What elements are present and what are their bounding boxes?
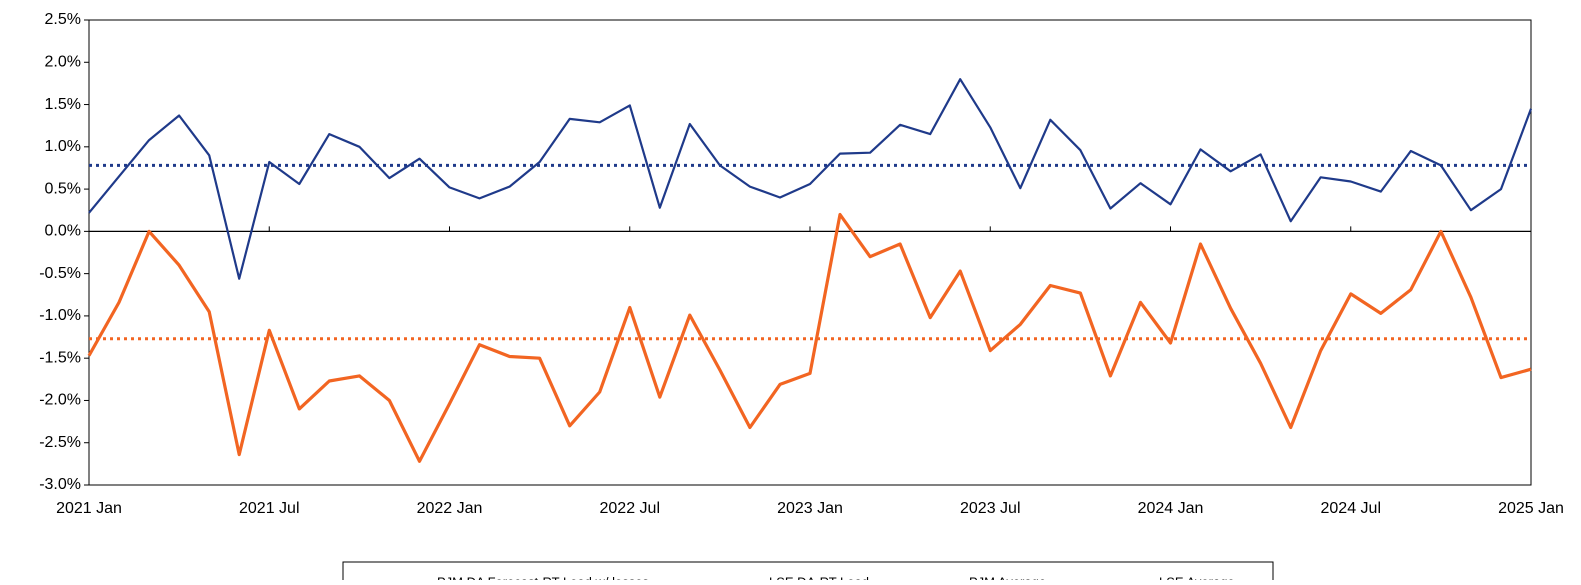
- x-tick-label: 2021 Jan: [56, 500, 122, 517]
- y-tick-label: -2.5%: [39, 434, 81, 451]
- y-tick-label: -2.0%: [39, 392, 81, 409]
- data-line: [87, 212, 1532, 463]
- x-tick-label: 2023 Jan: [777, 500, 843, 517]
- legend-text: PJM DA Forecast-RT Load w/ losses: [437, 574, 649, 580]
- x-tick-label: 2024 Jan: [1138, 500, 1204, 517]
- y-tick-label: 2.5%: [45, 11, 81, 28]
- legend-text: LSE DA-RT Load: [769, 574, 869, 580]
- data-line: [88, 78, 1533, 280]
- x-tick-label: 2022 Jan: [417, 500, 483, 517]
- y-tick-label: -1.0%: [39, 307, 81, 324]
- legend-text: PJM Average: [969, 574, 1046, 580]
- y-tick-label: 0.5%: [45, 180, 81, 197]
- x-tick-label: 2021 Jul: [239, 500, 300, 517]
- y-tick-label: 1.0%: [45, 138, 81, 155]
- y-tick-label: 1.5%: [45, 96, 81, 113]
- x-tick-label: 2022 Jul: [600, 500, 661, 517]
- x-tick-label: 2025 Jan: [1498, 500, 1564, 517]
- plot-area: [88, 19, 1532, 486]
- legend-text: LSE Average: [1159, 574, 1235, 580]
- x-tick-label: 2024 Jul: [1321, 500, 1382, 517]
- y-tick-label: 2.0%: [45, 53, 81, 70]
- y-tick-label: 0.0%: [45, 223, 81, 240]
- y-tick-label: -3.0%: [39, 476, 81, 493]
- x-tick-label: 2023 Jul: [960, 500, 1021, 517]
- y-tick-label: -1.5%: [39, 349, 81, 366]
- y-tick-label: -0.5%: [39, 265, 81, 282]
